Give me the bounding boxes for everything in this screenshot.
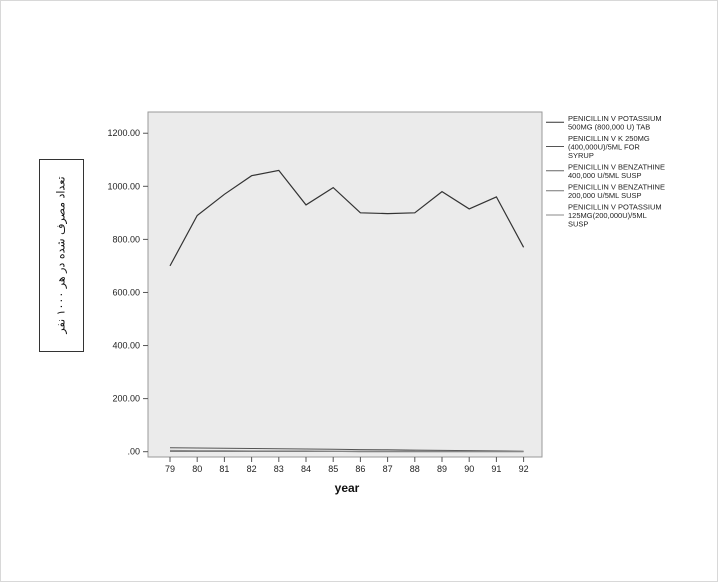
y-tick-label: 1200.00	[107, 128, 140, 138]
y-axis-label: تعداد مصرف شده در هر ۱۰۰۰ نفر	[54, 176, 68, 334]
legend-label: SUSP	[568, 220, 588, 229]
legend-label: PENICILLIN V POTASSIUM	[568, 114, 662, 123]
x-tick-label: 83	[274, 464, 284, 474]
y-tick-label: 1000.00	[107, 181, 140, 191]
x-tick-label: 85	[328, 464, 338, 474]
y-tick-label: .00	[127, 447, 140, 457]
x-tick-label: 81	[219, 464, 229, 474]
x-tick-label: 91	[491, 464, 501, 474]
legend-label: PENICILLIN V BENZATHINE	[568, 183, 665, 192]
x-axis: 79 80 81 82 83 84 85 86 87 88 89 90 91 92	[165, 457, 529, 474]
legend-label: 200,000 U/5ML SUSP	[568, 191, 642, 200]
legend-label: PENICILLIN V BENZATHINE	[568, 163, 665, 172]
y-axis: .00 200.00 400.00 600.00 800.00 1000.00 1200.0…	[107, 128, 148, 457]
x-tick-label: 87	[383, 464, 393, 474]
y-tick-label: 200.00	[112, 394, 140, 404]
legend-label: 125MG(200,000U)/5ML	[568, 211, 647, 220]
legend-label: PENICILLIN V K 250MG	[568, 134, 650, 143]
x-tick-label: 88	[410, 464, 420, 474]
series-lines	[169, 169, 525, 453]
legend-label: (400,000U)/5ML FOR	[568, 143, 640, 152]
plot-area	[147, 111, 543, 458]
x-axis-label: year	[335, 481, 360, 495]
y-tick-label: 400.00	[112, 341, 140, 351]
x-tick-label: 86	[355, 464, 365, 474]
legend-label: PENICILLIN V POTASSIUM	[568, 203, 662, 212]
x-tick-label: 89	[437, 464, 447, 474]
x-tick-label: 90	[464, 464, 474, 474]
legend-label: 400,000 U/5ML SUSP	[568, 171, 642, 180]
legend-label: SYRUP	[568, 151, 594, 160]
x-tick-label: 92	[519, 464, 529, 474]
x-tick-label: 82	[247, 464, 257, 474]
x-tick-label: 84	[301, 464, 311, 474]
series-line-5	[169, 449, 524, 452]
legend-label: 500MG (800,000 U) TAB	[568, 123, 650, 132]
x-tick-label: 80	[192, 464, 202, 474]
series-line-1	[169, 169, 525, 267]
series-line-2	[169, 447, 524, 452]
y-tick-label: 800.00	[112, 234, 140, 244]
x-tick-label: 79	[165, 464, 175, 474]
y-axis-label-box	[39, 159, 84, 352]
y-tick-label: 600.00	[112, 287, 140, 297]
